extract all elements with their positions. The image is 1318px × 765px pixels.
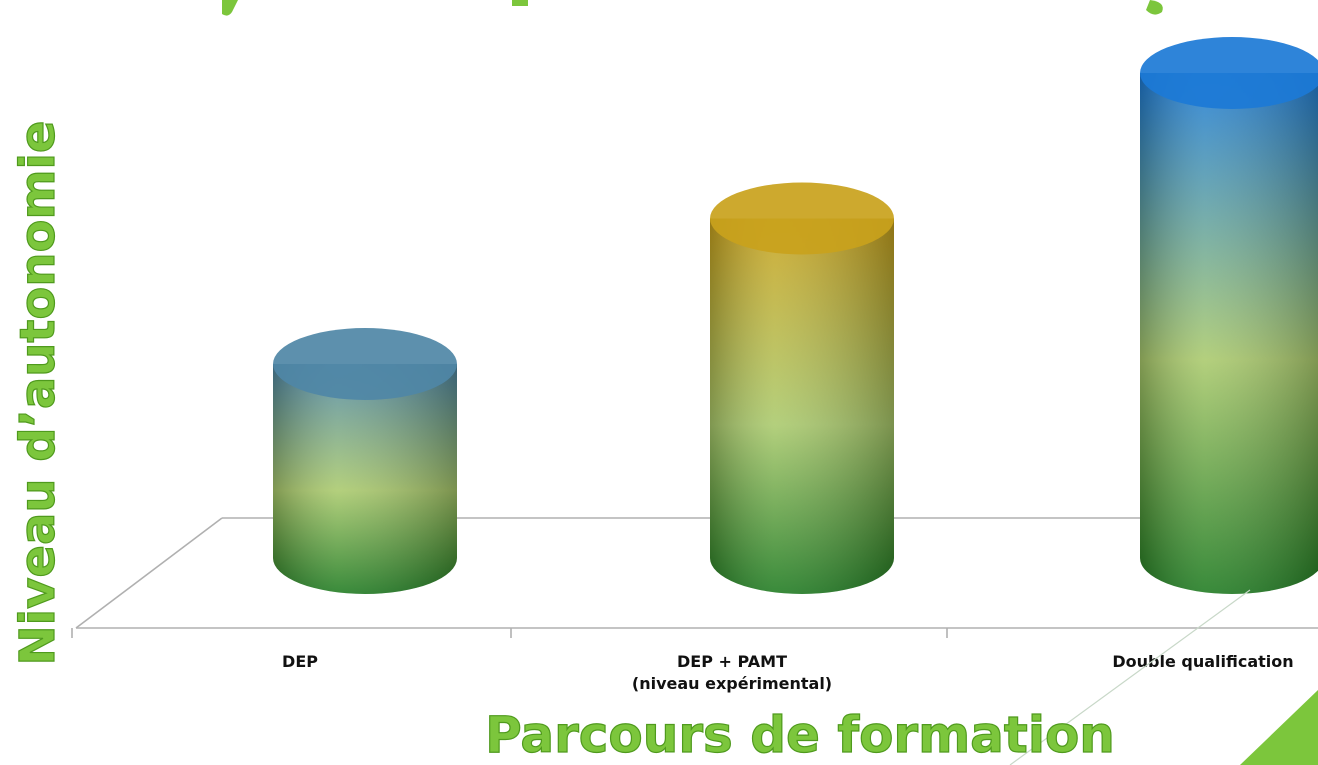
bar-cylinder [273,328,457,594]
y-axis-title: Niveau d’autonomie [10,121,66,666]
bar-shading [273,364,457,594]
x-tick-label: Double qualification [1112,652,1293,671]
bar-shading [1140,73,1318,594]
floor-left-edge [75,517,223,629]
title-remnant [222,0,1163,16]
bar-cylinder [1140,37,1318,594]
bar-shading [710,218,894,594]
tick-labels-group: DEP DEP + PAMT (niveau expérimental) Double… [282,652,1294,693]
bar-top [273,328,457,400]
corner-triangle-decoration [1240,690,1318,765]
bar-top [710,182,894,255]
x-tick-label: DEP [282,652,318,671]
bar-top [1140,37,1318,109]
x-tick-label: DEP + PAMT (niveau expérimental) [632,652,832,693]
floor-plane [71,517,1318,638]
x-axis-title: Parcours de formation [485,706,1115,764]
bar-cylinder [710,182,894,594]
bars-group [273,37,1318,594]
decorative-line [1009,589,1251,765]
